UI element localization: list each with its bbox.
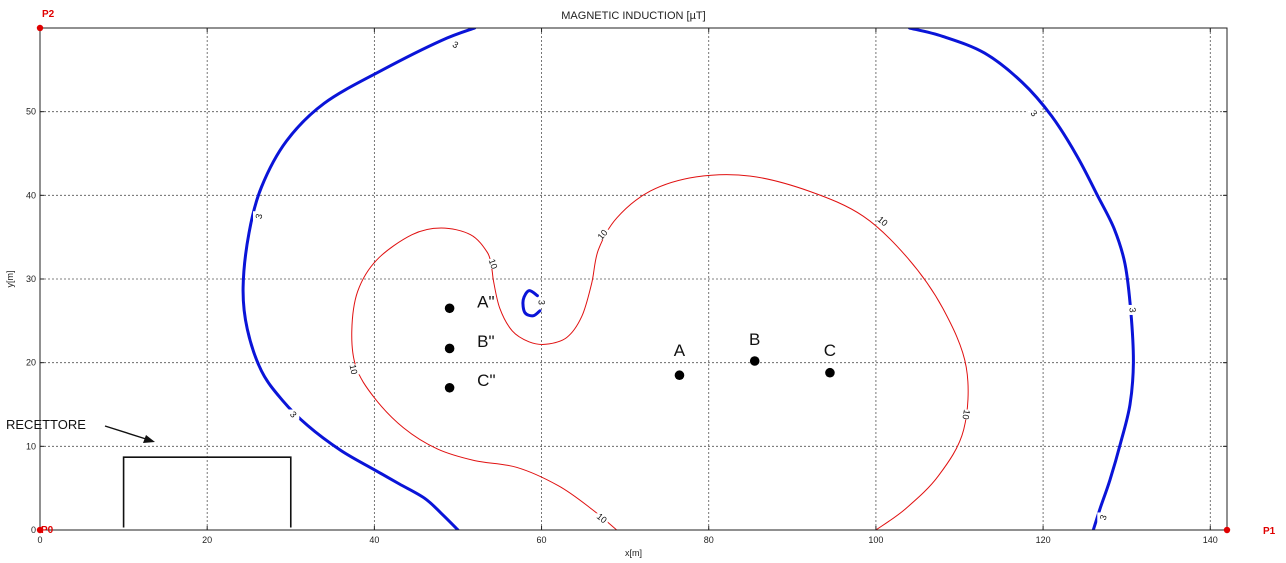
- contour-line-3: [521, 289, 542, 318]
- contour-label-bg: [595, 513, 608, 524]
- corner-point-label: P1: [1263, 526, 1276, 537]
- x-tick-label: 20: [202, 535, 212, 545]
- corner-point: [1223, 526, 1231, 534]
- x-tick-label: 140: [1203, 535, 1218, 545]
- contour-label: 3: [1028, 108, 1039, 118]
- contour-label: 10: [487, 258, 500, 271]
- measurement-point-label: C: [824, 341, 836, 360]
- measurement-point: [444, 303, 455, 314]
- corner-points: P2 P0 P1: [36, 9, 1276, 537]
- contour-line-10: [492, 174, 969, 530]
- measurement-point-label: B: [749, 330, 760, 349]
- corner-point: [36, 24, 44, 32]
- measurement-point: [825, 367, 835, 378]
- contour-label: 10: [876, 214, 890, 228]
- corner-point-label: P2: [42, 9, 55, 20]
- axis-ticks: 0 20 40 60 80 100 120 140 0 10 20 30 40 50: [26, 28, 1227, 545]
- contour-label: 3: [1098, 514, 1109, 522]
- contour-label: 10: [960, 409, 972, 421]
- contour-label-bg: [1097, 512, 1110, 523]
- receiver-label: RECETTORE: [6, 417, 86, 432]
- measurement-point-label: B": [477, 332, 494, 351]
- plot-frame: [39, 27, 1228, 531]
- contour-label-bg: [876, 216, 889, 227]
- y-tick-label: 20: [26, 358, 36, 368]
- measurement-point-label: A: [674, 341, 686, 360]
- receiver-arrow-line: [104, 425, 147, 440]
- contour-label-bg: [347, 364, 360, 375]
- contour-label: 3: [254, 213, 265, 220]
- x-tick-label: 80: [704, 535, 714, 545]
- measurement-point: [444, 343, 455, 354]
- x-tick-label: 120: [1036, 535, 1051, 545]
- y-tick-label: 50: [26, 107, 36, 117]
- grid-lines: [40, 28, 1227, 530]
- x-tick-label: 40: [369, 535, 379, 545]
- y-tick-label: 30: [26, 274, 36, 284]
- measurement-point: [444, 382, 455, 393]
- x-tick-label: 100: [868, 535, 883, 545]
- chart-title: MAGNETIC INDUCTION [µT]: [561, 10, 705, 22]
- measurement-points: A" B" C" A B C: [444, 293, 836, 393]
- contour-label: 3: [1127, 307, 1137, 313]
- contour-label-bg: [1126, 304, 1139, 315]
- contour-label-bg: [449, 39, 462, 50]
- y-tick-label: 40: [26, 190, 36, 200]
- corner-point-label: P0: [41, 525, 54, 536]
- corner-point: [36, 526, 44, 534]
- contour-label-bg: [596, 229, 609, 240]
- contour-label-bg: [535, 297, 548, 308]
- x-axis-label: x[m]: [625, 548, 642, 558]
- contour-label: 3: [537, 300, 547, 305]
- contour-label-bg: [287, 409, 300, 420]
- measurement-point-label: A": [477, 293, 494, 312]
- contour-line-3: [907, 28, 1135, 530]
- contour-label-bg: [253, 211, 266, 222]
- contour-label: 3: [451, 39, 460, 50]
- x-tick-label: 60: [537, 535, 547, 545]
- receiver-area: RECETTORE: [6, 417, 292, 528]
- y-axis-label: y[m]: [5, 271, 15, 288]
- receiver-arrow-head: [143, 435, 155, 443]
- contour-label: 3: [288, 409, 299, 419]
- contour-label: 10: [595, 511, 609, 525]
- contour-label: 10: [596, 228, 610, 242]
- measurement-point-label: C": [477, 371, 495, 390]
- contour-label-bg: [1027, 108, 1040, 119]
- contour-lines: 3 3 3 3 3 3 3 10 10 10 10 10 10: [241, 28, 1139, 530]
- contour-line-3: [241, 28, 477, 530]
- receiver-outline: [122, 456, 292, 528]
- contour-label: 10: [348, 363, 360, 375]
- contour-label-bg: [960, 409, 973, 420]
- measurement-point: [749, 356, 760, 366]
- contour-label-bg: [487, 258, 500, 269]
- y-tick-label: 0: [31, 525, 36, 535]
- x-tick-label: 0: [37, 535, 42, 545]
- y-tick-label: 10: [26, 441, 36, 451]
- contour-line-10: [351, 227, 618, 530]
- measurement-point: [674, 370, 685, 381]
